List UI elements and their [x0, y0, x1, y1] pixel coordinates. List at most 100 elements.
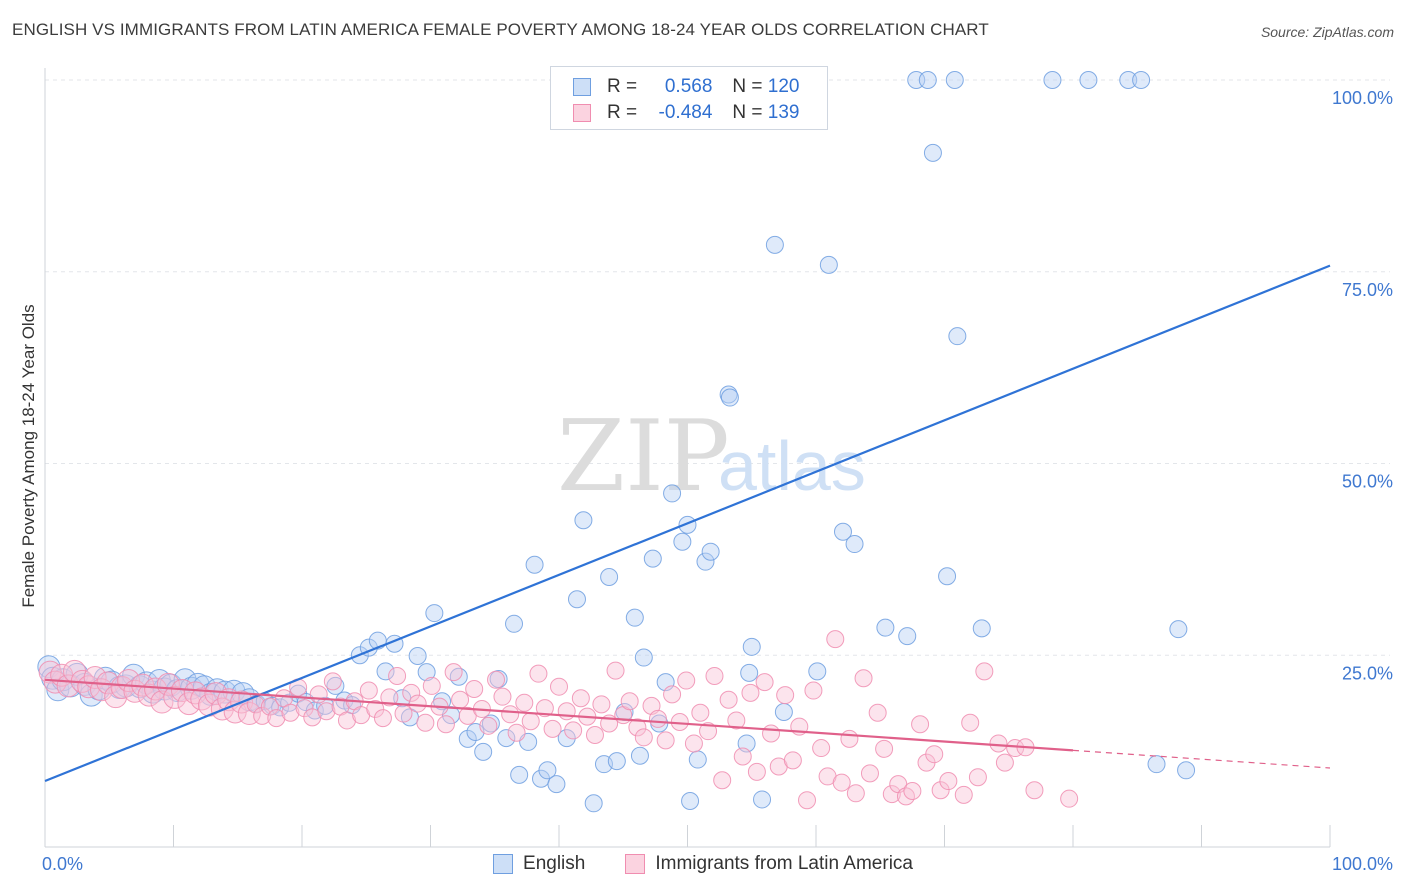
legend-row-latin: R = -0.484 N = 139 — [573, 101, 799, 125]
series-name-latin: Immigrants from Latin America — [655, 853, 913, 874]
x-tick-label-min: 0.0% — [42, 854, 83, 874]
series-legend: English Immigrants from Latin America — [0, 853, 1406, 875]
english-point — [1079, 71, 1098, 89]
latin-point — [968, 768, 987, 787]
english-point — [1043, 71, 1062, 89]
latin-point — [903, 782, 922, 801]
watermark-atlas: atlas — [718, 427, 866, 505]
english-point — [898, 627, 917, 646]
latin-point — [177, 692, 201, 716]
latin-point — [388, 666, 407, 685]
y-tick-label: 75.0% — [1342, 280, 1393, 300]
legend-r-value-latin: -0.484 — [658, 102, 713, 123]
latin-point — [515, 693, 534, 712]
y-axis-title: Female Poverty Among 18-24 Year Olds — [19, 304, 38, 607]
legend: R = 0.568 N = 120 R = -0.484 N = 139 — [550, 66, 828, 130]
latin-point — [840, 729, 859, 748]
english-point — [584, 794, 603, 813]
axis-labels: 25.0% 50.0% 75.0% 100.0% 0.0% 100.0% Female Po… — [19, 88, 1393, 874]
latin-point — [422, 676, 441, 695]
english-point — [41, 666, 65, 690]
latin-points — [38, 630, 1079, 810]
latin-point — [521, 712, 540, 731]
latin-point — [939, 772, 958, 791]
latin-point — [359, 681, 378, 700]
english-point — [458, 729, 477, 748]
latin-point — [281, 703, 300, 722]
latin-point — [394, 704, 413, 723]
english-point — [634, 648, 653, 667]
english-point — [567, 590, 586, 609]
latin-point — [804, 681, 823, 700]
latin-point — [416, 713, 435, 732]
latin-point — [776, 686, 795, 705]
latin-point — [875, 739, 894, 758]
latin-point — [408, 694, 427, 713]
latin-point — [150, 690, 174, 714]
latin-point — [733, 747, 752, 766]
watermark-zip: ZIP — [557, 400, 730, 514]
english-point — [497, 729, 516, 748]
latin-point — [465, 679, 484, 698]
latin-point — [190, 687, 214, 711]
latin-point — [436, 715, 455, 734]
english-point — [845, 535, 864, 554]
legend-r-label: R = — [607, 102, 638, 123]
english-point — [643, 549, 662, 568]
latin-point — [860, 764, 879, 783]
english-point — [945, 71, 964, 89]
latin-point — [253, 706, 272, 725]
latin-point — [606, 661, 625, 680]
english-point — [600, 568, 619, 587]
latin-point — [267, 709, 286, 728]
latin-point — [323, 672, 342, 691]
legend-n-label: N = — [732, 102, 763, 123]
y-tick-label: 50.0% — [1342, 472, 1393, 492]
series-legend-english: English — [493, 853, 585, 875]
latin-point — [444, 663, 463, 682]
legend-r-value-english: 0.568 — [664, 76, 713, 97]
latin-point — [628, 718, 647, 737]
latin-point — [156, 672, 180, 696]
english-point — [433, 692, 452, 711]
latin-point — [727, 711, 746, 730]
latin-point — [783, 751, 802, 770]
latin-point — [571, 689, 590, 708]
grid-lines — [45, 79, 1390, 656]
latin-point — [110, 675, 134, 699]
english-point — [972, 619, 991, 638]
latin-point — [493, 687, 512, 706]
latin-point — [543, 719, 562, 738]
latin-point — [487, 670, 506, 689]
english-point — [376, 662, 395, 681]
y-tick-label: 25.0% — [1342, 663, 1393, 683]
latin-point — [826, 630, 845, 649]
english-point — [948, 327, 967, 346]
latin-point — [260, 697, 279, 716]
english-point — [607, 752, 626, 771]
latin-point — [677, 671, 696, 690]
source-label: Source: ZipAtlas.com — [1260, 24, 1394, 40]
latin-point — [295, 699, 314, 718]
legend-swatch-latin — [573, 104, 591, 122]
legend-n-value-english: 120 — [767, 76, 800, 97]
latin-point — [705, 666, 724, 685]
latin-point — [911, 715, 930, 734]
english-point — [481, 714, 500, 733]
english-point — [765, 235, 784, 254]
latin-point — [931, 781, 950, 800]
series-legend-latin: Immigrants from Latin America — [625, 853, 913, 875]
english-point — [505, 614, 524, 633]
english-point — [742, 637, 761, 656]
latin-point — [317, 702, 336, 721]
latin-point — [656, 731, 675, 750]
latin-point — [550, 677, 568, 696]
english-point — [1169, 620, 1188, 639]
english-point — [688, 750, 707, 769]
latin-point — [975, 662, 994, 681]
english-point — [819, 255, 838, 274]
latin-point — [699, 722, 718, 741]
english-point — [774, 703, 793, 722]
legend-swatch-english — [573, 78, 591, 96]
